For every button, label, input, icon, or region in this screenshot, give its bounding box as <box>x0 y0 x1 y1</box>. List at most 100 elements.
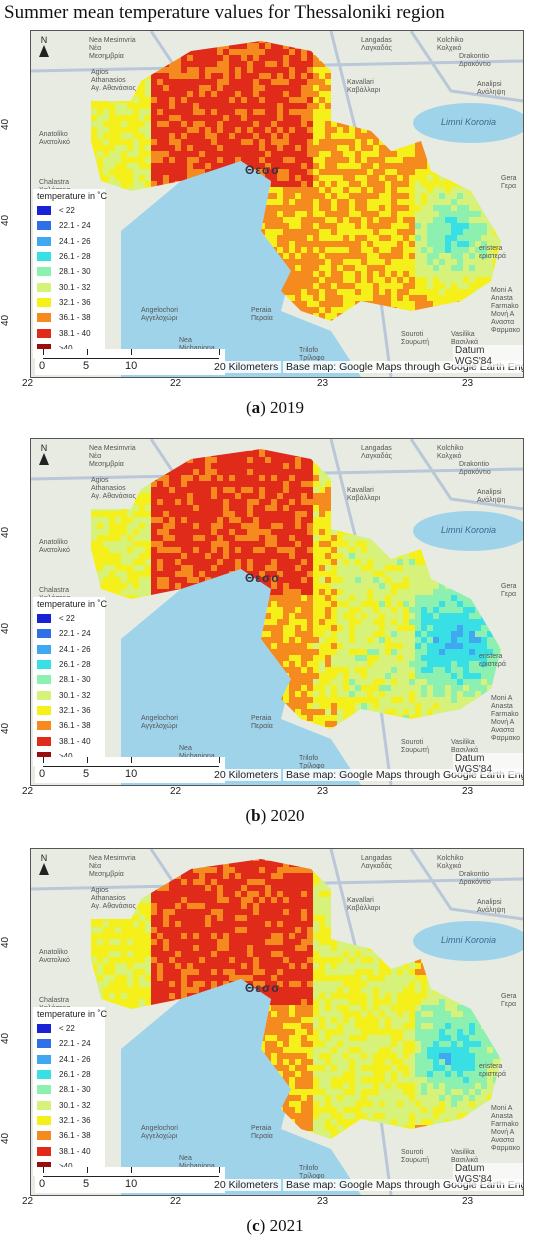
place-moni: Moni A Anasta Farmako Μονή Α Αναστα Φαρμακο <box>491 287 521 334</box>
legend-item: 30.1 - 32 <box>37 279 101 294</box>
road <box>409 849 523 921</box>
place-drakontio: Drakontio Δρακόντιο <box>459 461 491 476</box>
place-analipsi: Analipsi Ανάληψη <box>477 899 506 914</box>
latitude-label: 40 <box>0 936 11 948</box>
place-kavallari: Kavallari Καβάλλαρι <box>347 487 381 502</box>
legend-item: 22.1 - 24 <box>37 1036 101 1051</box>
legend-item: 36.1 - 38 <box>37 310 101 325</box>
legend-label: 24.1 - 26 <box>59 236 91 246</box>
legend-swatch <box>37 629 51 639</box>
legend-swatch <box>37 343 51 353</box>
legend-label: 38.1 - 40 <box>59 1146 91 1156</box>
lake <box>413 921 523 961</box>
legend-item: 24.1 - 26 <box>37 642 101 657</box>
legend-item: >40 <box>37 341 101 356</box>
place-souroti: Souroti Σουρωτή <box>401 739 430 754</box>
place-kolchiko: Kolchiko Κολχικό <box>437 855 464 870</box>
place-nea-mesimvria: Nea Mesimvria Νέα Μεσημβρία <box>89 37 136 60</box>
figure-title: Summer mean temperature values for Thess… <box>4 2 445 23</box>
sea <box>121 161 361 377</box>
legend-label: 36.1 - 38 <box>59 1131 91 1141</box>
place-angelochori: Angelochori Αγγελοχώρι <box>141 1125 178 1140</box>
scale-km-label: 20 Kilometers <box>211 769 282 781</box>
place-kolchiko: Kolchiko Κολχικό <box>437 37 464 52</box>
sea <box>121 979 361 1195</box>
latitude-label: 40 <box>0 1032 11 1044</box>
legend-item: < 22 <box>37 1021 101 1036</box>
legend-label: < 22 <box>59 206 75 216</box>
legend-swatch <box>37 614 51 624</box>
place-moni: Moni A Anasta Farmako Μονή Α Αναστα Φαρμακο <box>491 695 521 742</box>
place-gera: Gera Γερα <box>501 175 517 190</box>
legend-swatch <box>37 221 51 231</box>
legend-item: >40 <box>37 1159 101 1174</box>
legend-swatch <box>37 644 51 654</box>
legend-item: 38.1 - 40 <box>37 733 101 748</box>
panel-caption: (c) 2021 <box>246 1216 304 1235</box>
lake-label: Limni Koronia <box>441 117 497 127</box>
north-arrow-icon: N <box>37 443 51 465</box>
legend-item: 28.1 - 30 <box>37 672 101 687</box>
legend-swatch <box>37 282 51 292</box>
legend-label: 38.1 - 40 <box>59 736 91 746</box>
legend-item: 28.1 - 30 <box>37 1082 101 1097</box>
legend-item: 24.1 - 26 <box>37 1052 101 1067</box>
temperature-map: N Agios Athanasios Αγ. Αθανάσιος Nea Mesim… <box>30 848 524 1196</box>
place-gera: Gera Γερα <box>501 993 517 1008</box>
place-drakontio: Drakontio Δρακόντιο <box>459 53 491 68</box>
legend-label: >40 <box>59 344 73 353</box>
place-analipsi: Analipsi Ανάληψη <box>477 489 506 504</box>
legend-item: < 22 <box>37 203 101 218</box>
legend-swatch <box>37 1085 51 1095</box>
legend-label: 26.1 - 28 <box>59 660 91 670</box>
legend-swatch <box>37 1131 51 1141</box>
place-nea-michaniona: NeaMichaniona <box>179 337 215 352</box>
scale-bar: 0 5 10 <box>35 757 225 783</box>
place-gera: Gera Γερα <box>501 583 517 598</box>
lake-label: Limni Koronia <box>441 935 497 945</box>
place-trilofo: Trilofo Τρίλοφο <box>299 1165 325 1180</box>
temperature-legend: temperature in ˚C < 22 22.1 - 24 24.1 - 26… <box>33 189 107 358</box>
legend-swatch <box>37 1161 51 1171</box>
place-anatoliko: Anatoliko Ανατολικό <box>39 131 70 146</box>
legend-label: 24.1 - 26 <box>59 1054 91 1064</box>
north-arrow-icon: N <box>37 35 51 57</box>
place-kavallari: Kavallari Καβάλλαρι <box>347 79 381 94</box>
latitude-label: 40 <box>0 526 11 538</box>
legend-swatch <box>37 297 51 307</box>
place-agios: Agios Athanasios Αγ. Αθανάσιος <box>91 887 136 910</box>
place-anatoliko: Anatoliko Ανατολικό <box>39 949 70 964</box>
road <box>409 439 523 511</box>
place-angelochori: Angelochori Αγγελοχώρι <box>141 307 178 322</box>
city-label: Θεσσ <box>245 981 281 995</box>
lake <box>413 511 523 551</box>
legend-swatch <box>37 690 51 700</box>
legend-item: 32.1 - 36 <box>37 295 101 310</box>
legend-item: 26.1 - 28 <box>37 657 101 672</box>
place-nea-michaniona: NeaMichaniona <box>179 1155 215 1170</box>
longitude-labels: 22 22 23 23 <box>22 786 474 797</box>
scale-km-label: 20 Kilometers <box>211 1179 282 1191</box>
legend-swatch <box>37 1024 51 1034</box>
legend-item: 24.1 - 26 <box>37 234 101 249</box>
legend-swatch <box>37 252 51 262</box>
legend-label: < 22 <box>59 1024 75 1034</box>
legend-swatch <box>37 267 51 277</box>
legend-item: 22.1 - 24 <box>37 626 101 641</box>
latitude-label: 40 <box>0 118 11 130</box>
scale-bar: 0 5 10 <box>35 349 225 375</box>
place-kavallari: Kavallari Καβάλλαρι <box>347 897 381 912</box>
legend-item: 38.1 - 40 <box>37 1143 101 1158</box>
place-souroti: Souroti Σουρωτή <box>401 1149 430 1164</box>
lake <box>413 103 523 143</box>
place-peraia: Peraia Περαία <box>251 307 273 322</box>
place-angelochori: Angelochori Αγγελοχώρι <box>141 715 178 730</box>
place-vasilika: Vasilika Βασιλικά <box>451 1149 479 1164</box>
legend-title: temperature in ˚C <box>37 599 108 609</box>
place-trilofo: Trilofo Τρίλοφο <box>299 347 325 362</box>
legend-label: < 22 <box>59 614 75 624</box>
legend-swatch <box>37 1146 51 1156</box>
legend-label: 28.1 - 30 <box>59 675 91 685</box>
place-vasilika: Vasilika Βασιλικά <box>451 331 479 346</box>
city-label: Θεσσ <box>245 571 281 585</box>
